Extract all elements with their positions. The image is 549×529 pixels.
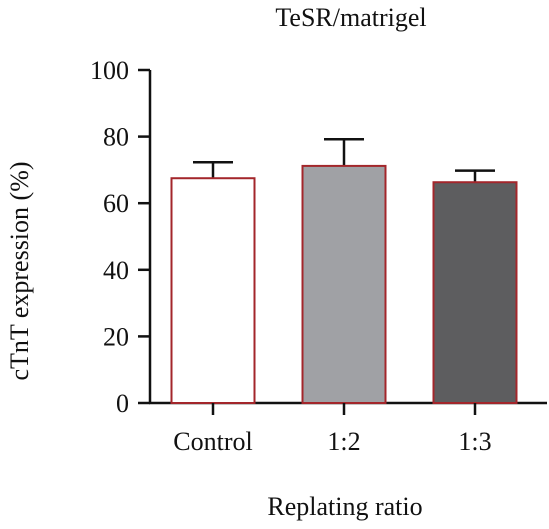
y-tick-label-20: 20 [103, 322, 129, 351]
plot-area: 0 20 40 60 80 100 Control 1:2 1:3 [90, 56, 547, 456]
y-tick-label-40: 40 [103, 256, 129, 285]
chart-title: TeSR/matrigel [275, 3, 426, 32]
y-tick-label-100: 100 [90, 56, 129, 85]
x-tick-label-1-2: 1:2 [327, 427, 360, 456]
bar-1-2 [301, 164, 387, 404]
x-tick-label-control: Control [173, 427, 252, 456]
bar-1-3 [432, 181, 518, 404]
y-tick-label-0: 0 [116, 389, 129, 418]
y-axis-label: cTnT expression (%) [5, 161, 34, 380]
x-tick-label-1-3: 1:3 [458, 427, 491, 456]
bar-control [170, 177, 256, 404]
y-tick-label-80: 80 [103, 123, 129, 152]
y-tick-label-60: 60 [103, 189, 129, 218]
x-axis-label: Replating ratio [267, 492, 422, 521]
